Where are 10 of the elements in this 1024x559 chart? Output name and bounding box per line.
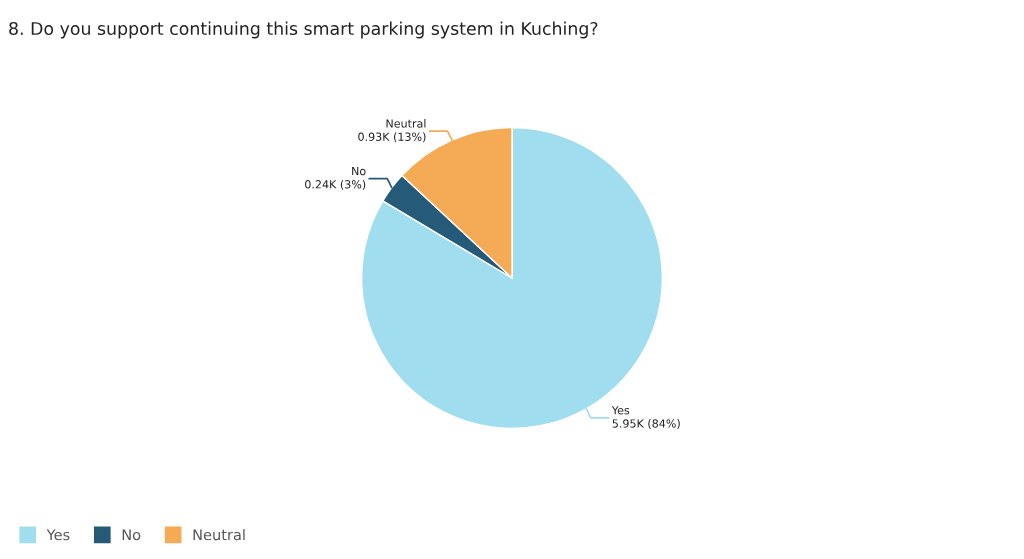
data-label: 5.95K (84%)	[612, 419, 680, 429]
legend-label: Yes	[46, 529, 70, 541]
slice-label: No	[352, 166, 366, 176]
chart-title: 8. Do you support continuing this smart parking system in Kuching?	[9, 21, 598, 39]
data-label: 0.24K (3%)	[305, 179, 366, 190]
slice-label: Neutral	[386, 119, 426, 128]
slice-label: Yes	[611, 406, 630, 415]
data-label: 0.93K (13%)	[358, 132, 426, 143]
legend-label: No	[122, 529, 141, 541]
legend-label: Neutral	[193, 528, 245, 541]
